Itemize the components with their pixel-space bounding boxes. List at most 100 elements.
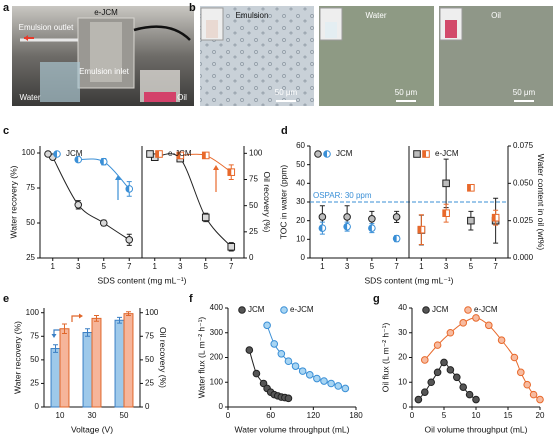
marker-shape — [284, 357, 293, 366]
legend-label: e-JCM — [290, 305, 314, 314]
legend-marker — [146, 150, 154, 158]
x-tick-label: 180 — [349, 411, 363, 420]
photo-label: e-JCM — [94, 8, 118, 17]
marker-shape — [464, 306, 472, 314]
y-tick-label: 20 — [296, 216, 305, 225]
marker-shape — [465, 390, 474, 399]
marker-shape — [446, 328, 455, 337]
data-point — [467, 184, 475, 192]
marker-shape — [318, 213, 327, 221]
error-bar — [117, 316, 123, 324]
data-point — [74, 155, 83, 164]
bar — [91, 317, 102, 408]
data-point — [417, 225, 426, 234]
panel-label: g — [373, 293, 380, 305]
data-point — [334, 382, 343, 390]
marker-shape — [320, 377, 328, 385]
marker-shape — [472, 395, 480, 404]
data-point — [433, 368, 442, 377]
error-bar — [61, 323, 67, 334]
data-point — [414, 395, 423, 404]
marker-shape — [523, 380, 532, 389]
y2-axis-label: Water content in oil (wt%) — [536, 154, 546, 251]
marker-shape — [446, 366, 455, 374]
data-point — [343, 222, 351, 231]
data-point — [446, 328, 455, 337]
data-point — [318, 213, 327, 221]
marker-shape — [442, 209, 447, 217]
marker-shape — [497, 336, 506, 344]
marker-shape — [510, 353, 519, 362]
data-point — [318, 224, 327, 232]
y2-tick-label: 0.000 — [513, 253, 534, 262]
scale-bar-label: 50 μm — [513, 88, 536, 97]
marker-shape — [467, 184, 471, 192]
data-point — [392, 213, 401, 221]
x-tick-label: 10 — [56, 411, 65, 420]
photo-b — [200, 6, 553, 106]
photo-label: Emulsion outlet — [19, 23, 74, 32]
data-point — [263, 321, 271, 330]
error-bar — [125, 311, 131, 317]
legend-label: JCM — [432, 305, 449, 314]
data-point — [298, 367, 307, 375]
marker-shape — [418, 226, 422, 233]
data-point — [510, 353, 519, 362]
marker-shape — [427, 378, 436, 387]
data-point — [341, 384, 350, 393]
marker-shape — [201, 213, 210, 222]
x-tick-label: 3 — [178, 262, 183, 271]
y-tick-label: 40 — [296, 178, 305, 187]
marker-shape — [245, 346, 254, 354]
x-tick-label: 7 — [493, 262, 498, 271]
panel-label: a — [3, 2, 10, 14]
x-tick-label: 0 — [226, 411, 231, 420]
data-point — [472, 395, 480, 404]
y-axis-label: Water recovery (%) — [8, 165, 18, 238]
marker-shape — [53, 150, 57, 158]
data-point — [536, 395, 544, 404]
y-tick-label: 75 — [26, 183, 35, 192]
marker-shape — [155, 150, 159, 158]
bar — [123, 313, 134, 408]
marker-shape — [227, 243, 236, 251]
data-point — [433, 341, 442, 349]
fit-line — [266, 325, 346, 389]
marker-shape — [485, 321, 493, 330]
legend-marker — [238, 306, 246, 314]
y2-tick-label: 0.050 — [513, 178, 534, 187]
y2-tick-label: 100 — [249, 148, 263, 157]
data-point — [491, 213, 500, 222]
y-tick-label: 100 — [26, 308, 40, 317]
panel-label: c — [3, 125, 9, 137]
data-point — [517, 368, 525, 377]
bar — [82, 332, 93, 408]
marker-shape — [413, 150, 421, 158]
fit-line — [52, 156, 130, 241]
marker-shape — [422, 150, 426, 158]
photo-a — [12, 6, 194, 106]
marker-shape — [459, 319, 468, 327]
data-point — [442, 179, 450, 188]
scale-bar-label: 50 μm — [395, 88, 418, 97]
legend-marker — [464, 306, 472, 314]
data-point — [320, 377, 328, 385]
marker-shape — [442, 179, 450, 188]
data-point — [313, 374, 321, 383]
marker-shape — [298, 367, 307, 375]
marker-shape — [263, 321, 271, 330]
marker-shape — [270, 340, 279, 348]
marker-shape — [99, 219, 108, 227]
y-axis-label: Oil flux (L m⁻² h⁻¹) — [380, 323, 390, 393]
y2-tick-label: 75 — [145, 331, 154, 340]
marker-shape — [421, 356, 429, 364]
y-tick-label: 75 — [30, 331, 39, 340]
legend-label: e-JCM — [168, 149, 192, 158]
marker-shape — [414, 395, 423, 404]
y-tick-label: 300 — [210, 328, 224, 337]
x-tick-label: 3 — [76, 262, 81, 271]
y-tick-label: 25 — [26, 253, 35, 262]
x-tick-label: 1 — [320, 262, 325, 271]
data-point — [201, 151, 210, 160]
y-tick-label: 50 — [26, 218, 35, 227]
